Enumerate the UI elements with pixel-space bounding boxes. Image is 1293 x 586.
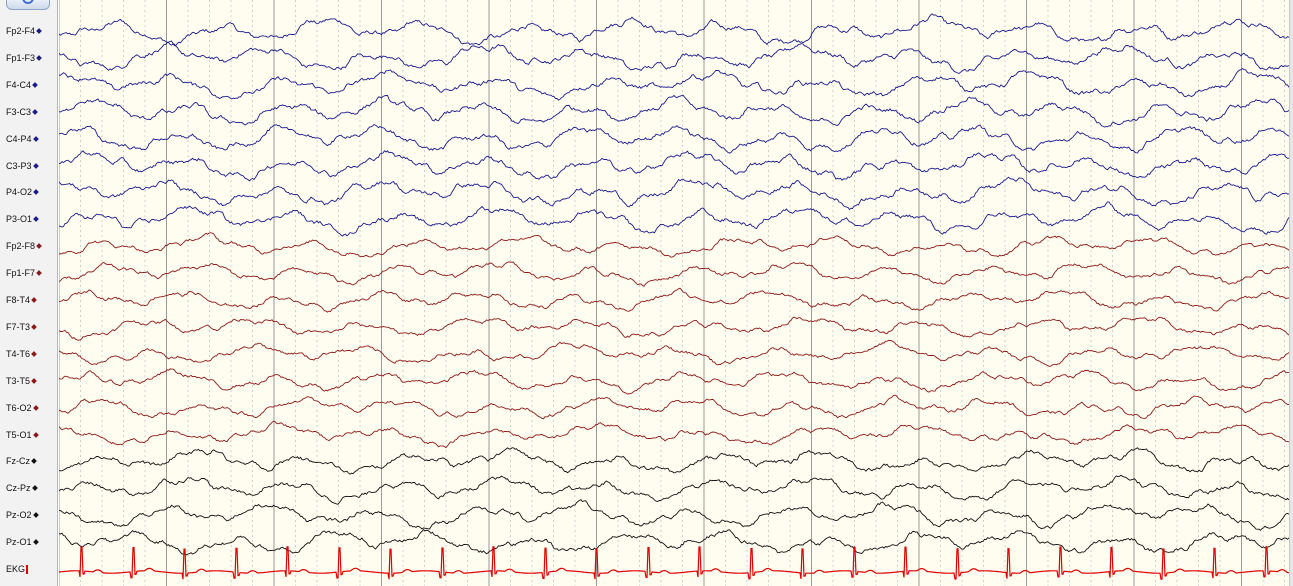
channel-label-t4-t6[interactable]: T4-T6 (6, 348, 37, 360)
channel-label-pz-o1[interactable]: Pz-O1 (6, 536, 39, 548)
diamond-icon (33, 189, 39, 196)
channel-label-text: P3-O1 (6, 214, 33, 225)
channel-label-text: T5-O1 (6, 429, 32, 440)
channel-label-c3-p3[interactable]: C3-P3 (6, 160, 39, 172)
diamond-icon (36, 243, 42, 250)
diamond-icon (32, 512, 39, 519)
channel-label-text: F3-C3 (6, 106, 32, 117)
trace-c4-p4 (59, 124, 1289, 154)
channel-label-text: C4-P4 (6, 133, 32, 144)
diamond-icon (32, 162, 39, 169)
channel-label-t5-o1[interactable]: T5-O1 (6, 429, 39, 441)
diamond-icon (32, 404, 39, 411)
channel-label-c4-p4[interactable]: C4-P4 (6, 133, 39, 145)
diamond-icon (32, 81, 38, 88)
channel-label-text: Cz-Pz (6, 483, 31, 494)
channel-label-text: EKG (6, 564, 26, 574)
channel-label-text: Fp2-F4 (6, 26, 36, 36)
channel-label-p4-o2[interactable]: P4-O2 (6, 186, 39, 198)
channel-label-text: T4-T6 (6, 348, 31, 359)
trace-fp1-f3 (59, 40, 1289, 75)
channel-label-fz-cz[interactable]: Fz-Cz (6, 455, 37, 467)
trace-p3-o1 (59, 201, 1289, 237)
channel-label-fp1-f3[interactable]: Fp1-F3 (6, 52, 42, 64)
scrollbar-edge[interactable] (1289, 0, 1293, 586)
trace-t3-t5 (59, 368, 1289, 395)
diamond-icon (32, 431, 39, 438)
channel-label-p3-o1[interactable]: P3-O1 (6, 213, 39, 225)
channel-label-cz-pz[interactable]: Cz-Pz (6, 482, 38, 494)
channel-label-t6-o2[interactable]: T6-O2 (6, 402, 39, 414)
trace-fp1-f7 (59, 261, 1289, 287)
channel-label-text: Fp2-F8 (6, 241, 36, 252)
trace-f7-t3 (59, 316, 1289, 341)
trace-ekg (59, 546, 1289, 580)
trace-fz-cz (59, 447, 1289, 475)
channel-label-f3-c3[interactable]: F3-C3 (6, 106, 38, 118)
channel-label-t3-t5[interactable]: T3-T5 (6, 375, 37, 387)
trace-t6-o2 (59, 394, 1289, 420)
diamond-icon (31, 458, 37, 465)
eeg-waveform-canvas (59, 0, 1289, 586)
channel-label-text: Fp1-F7 (6, 268, 36, 279)
trace-t5-o1 (59, 420, 1289, 449)
channel-label-ekg[interactable]: EKG (6, 563, 29, 575)
trace-pz-o2 (59, 499, 1289, 531)
channel-label-f8-t4[interactable]: F8-T4 (6, 294, 37, 306)
bar-icon (26, 564, 29, 574)
trace-f3-c3 (59, 94, 1289, 128)
circle-icon (22, 0, 34, 4)
channel-label-panel: Fp2-F4 Fp1-F3 F4-C4 F3-C3 C4-P4 C3-P3 P4-O2 P3-… (0, 0, 58, 586)
channel-label-fp2-f8[interactable]: Fp2-F8 (6, 240, 42, 252)
channel-label-text: F4-C4 (6, 79, 32, 90)
trace-pz-o1 (59, 528, 1289, 556)
channel-label-text: F8-T4 (6, 295, 31, 305)
channel-label-text: F7-T3 (6, 321, 31, 332)
montage-toggle-button[interactable] (6, 0, 50, 10)
channel-label-text: Pz-O1 (6, 537, 32, 548)
diamond-icon (31, 377, 37, 384)
trace-c3-p3 (59, 150, 1289, 182)
diamond-icon (32, 135, 39, 142)
diamond-icon (31, 297, 37, 303)
diamond-icon (36, 270, 42, 276)
eeg-trace-area[interactable] (59, 0, 1289, 586)
diamond-icon (33, 216, 39, 223)
channel-label-f4-c4[interactable]: F4-C4 (6, 79, 38, 91)
diamond-icon (31, 350, 37, 357)
diamond-icon (31, 324, 37, 330)
trace-t4-t6 (59, 339, 1289, 367)
diamond-icon (36, 28, 42, 34)
channel-label-pz-o2[interactable]: Pz-O2 (6, 509, 39, 521)
trace-f8-t4 (59, 287, 1289, 313)
trace-fp2-f8 (59, 232, 1289, 258)
channel-label-text: Fz-Cz (6, 456, 30, 467)
channel-label-f7-t3[interactable]: F7-T3 (6, 321, 37, 333)
trace-fp2-f4 (59, 13, 1289, 46)
trace-cz-pz (59, 474, 1289, 505)
diamond-icon (31, 485, 38, 492)
channel-label-fp1-f7[interactable]: Fp1-F7 (6, 267, 42, 279)
channel-label-text: Fp1-F3 (6, 52, 36, 63)
diamond-icon (36, 55, 42, 61)
channel-label-text: P4-O2 (6, 187, 33, 198)
channel-label-text: C3-P3 (6, 160, 32, 171)
channel-label-text: T3-T5 (6, 375, 31, 386)
diamond-icon (32, 108, 38, 115)
trace-f4-c4 (59, 67, 1289, 101)
trace-p4-o2 (59, 176, 1289, 211)
diamond-icon (32, 539, 39, 545)
channel-label-text: T6-O2 (6, 402, 32, 413)
channel-label-text: Pz-O2 (6, 510, 32, 521)
channel-label-fp2-f4[interactable]: Fp2-F4 (6, 25, 42, 37)
